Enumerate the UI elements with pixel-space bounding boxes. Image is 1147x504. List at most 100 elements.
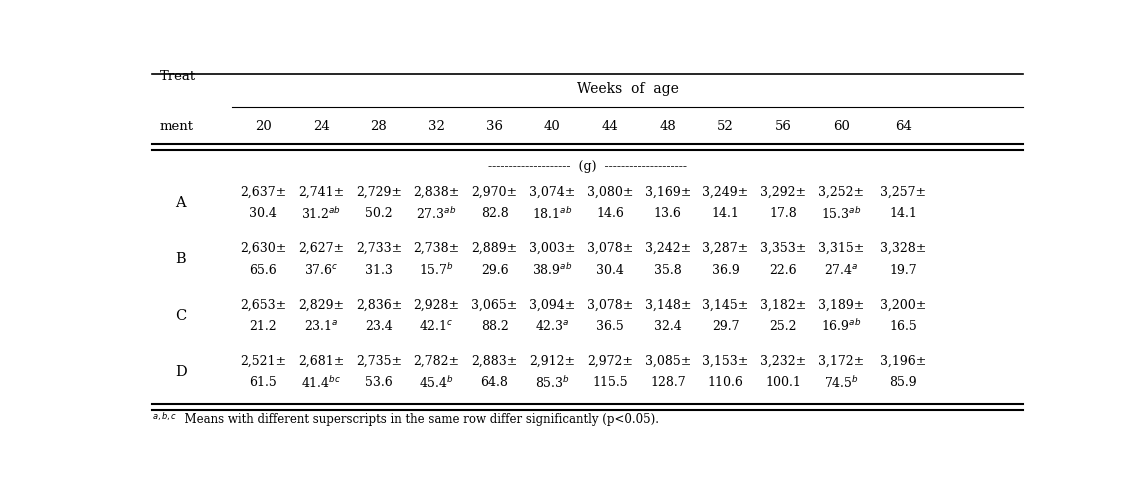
Text: 14.1: 14.1 bbox=[711, 207, 740, 220]
Text: 2,782±: 2,782± bbox=[414, 355, 460, 368]
Text: 36.5: 36.5 bbox=[596, 320, 624, 333]
Text: Means with different superscripts in the same row differ significantly (p<0.05).: Means with different superscripts in the… bbox=[177, 413, 660, 426]
Text: 50.2: 50.2 bbox=[365, 207, 392, 220]
Text: 100.1: 100.1 bbox=[765, 376, 802, 389]
Text: 14.6: 14.6 bbox=[596, 207, 624, 220]
Text: 45.4$^{b}$: 45.4$^{b}$ bbox=[419, 374, 454, 391]
Text: 31.2$^{ab}$: 31.2$^{ab}$ bbox=[302, 206, 341, 222]
Text: 115.5: 115.5 bbox=[592, 376, 627, 389]
Text: 3,200±: 3,200± bbox=[880, 298, 927, 311]
Text: 18.1$^{ab}$: 18.1$^{ab}$ bbox=[532, 206, 572, 222]
Text: 14.1: 14.1 bbox=[889, 207, 918, 220]
Text: 64: 64 bbox=[895, 120, 912, 133]
Text: 82.8: 82.8 bbox=[481, 207, 508, 220]
Text: 37.6$^{c}$: 37.6$^{c}$ bbox=[304, 263, 338, 277]
Text: 40: 40 bbox=[544, 120, 561, 133]
Text: 41.4$^{bc}$: 41.4$^{bc}$ bbox=[301, 374, 342, 391]
Text: 2,681±: 2,681± bbox=[298, 355, 344, 368]
Text: 2,889±: 2,889± bbox=[471, 242, 517, 255]
Text: C: C bbox=[175, 308, 186, 323]
Text: 3,196±: 3,196± bbox=[880, 355, 927, 368]
Text: A: A bbox=[175, 196, 186, 210]
Text: 23.1$^{a}$: 23.1$^{a}$ bbox=[304, 320, 338, 333]
Text: 27.4$^{a}$: 27.4$^{a}$ bbox=[824, 263, 859, 277]
Text: 3,094±: 3,094± bbox=[529, 298, 576, 311]
Text: 35.8: 35.8 bbox=[654, 264, 681, 277]
Text: 17.8: 17.8 bbox=[770, 207, 797, 220]
Text: 65.6: 65.6 bbox=[250, 264, 278, 277]
Text: 23.4: 23.4 bbox=[365, 320, 392, 333]
Text: 3,182±: 3,182± bbox=[760, 298, 806, 311]
Text: 2,912±: 2,912± bbox=[529, 355, 576, 368]
Text: Treat: Treat bbox=[159, 71, 195, 84]
Text: 2,729±: 2,729± bbox=[356, 186, 401, 199]
Text: Weeks  of  age: Weeks of age bbox=[577, 82, 679, 96]
Text: 3,074±: 3,074± bbox=[529, 186, 576, 199]
Text: 2,738±: 2,738± bbox=[414, 242, 460, 255]
Text: 2,637±: 2,637± bbox=[240, 186, 287, 199]
Text: 3,249±: 3,249± bbox=[702, 186, 749, 199]
Text: 3,085±: 3,085± bbox=[645, 355, 690, 368]
Text: 32: 32 bbox=[428, 120, 445, 133]
Text: 2,521±: 2,521± bbox=[241, 355, 287, 368]
Text: 110.6: 110.6 bbox=[708, 376, 743, 389]
Text: 3,287±: 3,287± bbox=[702, 242, 749, 255]
Text: 3,148±: 3,148± bbox=[645, 298, 692, 311]
Text: 2,972±: 2,972± bbox=[587, 355, 633, 368]
Text: 85.3$^{b}$: 85.3$^{b}$ bbox=[535, 374, 570, 391]
Text: 3,080±: 3,080± bbox=[587, 186, 633, 199]
Text: 44: 44 bbox=[602, 120, 618, 133]
Text: 3,252±: 3,252± bbox=[818, 186, 864, 199]
Text: 25.2: 25.2 bbox=[770, 320, 797, 333]
Text: 3,153±: 3,153± bbox=[702, 355, 749, 368]
Text: 56: 56 bbox=[775, 120, 791, 133]
Text: 19.7: 19.7 bbox=[890, 264, 918, 277]
Text: 3,078±: 3,078± bbox=[587, 298, 633, 311]
Text: 60: 60 bbox=[833, 120, 850, 133]
Text: 3,145±: 3,145± bbox=[702, 298, 749, 311]
Text: 36.9: 36.9 bbox=[712, 264, 740, 277]
Text: 32.4: 32.4 bbox=[654, 320, 681, 333]
Text: 2,735±: 2,735± bbox=[356, 355, 401, 368]
Text: 3,065±: 3,065± bbox=[471, 298, 517, 311]
Text: 85.9: 85.9 bbox=[890, 376, 918, 389]
Text: 36: 36 bbox=[486, 120, 504, 133]
Text: 42.3$^{a}$: 42.3$^{a}$ bbox=[535, 320, 570, 333]
Text: 3,078±: 3,078± bbox=[587, 242, 633, 255]
Text: 15.7$^{b}$: 15.7$^{b}$ bbox=[419, 262, 454, 278]
Text: 3,232±: 3,232± bbox=[760, 355, 806, 368]
Text: 29.7: 29.7 bbox=[712, 320, 740, 333]
Text: 128.7: 128.7 bbox=[650, 376, 686, 389]
Text: 2,838±: 2,838± bbox=[414, 186, 460, 199]
Text: 3,257±: 3,257± bbox=[881, 186, 927, 199]
Text: 3,242±: 3,242± bbox=[645, 242, 690, 255]
Text: 30.4: 30.4 bbox=[249, 207, 278, 220]
Text: 30.4: 30.4 bbox=[596, 264, 624, 277]
Text: 15.3$^{ab}$: 15.3$^{ab}$ bbox=[821, 206, 861, 222]
Text: 20: 20 bbox=[255, 120, 272, 133]
Text: 31.3: 31.3 bbox=[365, 264, 393, 277]
Text: 42.1$^{c}$: 42.1$^{c}$ bbox=[420, 320, 454, 333]
Text: 29.6: 29.6 bbox=[481, 264, 508, 277]
Text: 3,328±: 3,328± bbox=[880, 242, 927, 255]
Text: 38.9$^{ab}$: 38.9$^{ab}$ bbox=[532, 262, 572, 278]
Text: 2,970±: 2,970± bbox=[471, 186, 517, 199]
Text: 53.6: 53.6 bbox=[365, 376, 392, 389]
Text: 16.5: 16.5 bbox=[890, 320, 918, 333]
Text: 74.5$^{b}$: 74.5$^{b}$ bbox=[824, 374, 859, 391]
Text: ment: ment bbox=[159, 120, 194, 133]
Text: 3,003±: 3,003± bbox=[529, 242, 576, 255]
Text: 3,292±: 3,292± bbox=[760, 186, 806, 199]
Text: 3,172±: 3,172± bbox=[818, 355, 865, 368]
Text: 21.2: 21.2 bbox=[250, 320, 278, 333]
Text: 28: 28 bbox=[370, 120, 388, 133]
Text: 2,928±: 2,928± bbox=[414, 298, 460, 311]
Text: $^{a,b,c}$: $^{a,b,c}$ bbox=[153, 413, 178, 426]
Text: --------------------  (g)  --------------------: -------------------- (g) ---------------… bbox=[489, 160, 687, 172]
Text: 2,836±: 2,836± bbox=[356, 298, 403, 311]
Text: 2,741±: 2,741± bbox=[298, 186, 344, 199]
Text: 3,169±: 3,169± bbox=[645, 186, 690, 199]
Text: 3,353±: 3,353± bbox=[760, 242, 806, 255]
Text: 48: 48 bbox=[660, 120, 677, 133]
Text: 2,627±: 2,627± bbox=[298, 242, 344, 255]
